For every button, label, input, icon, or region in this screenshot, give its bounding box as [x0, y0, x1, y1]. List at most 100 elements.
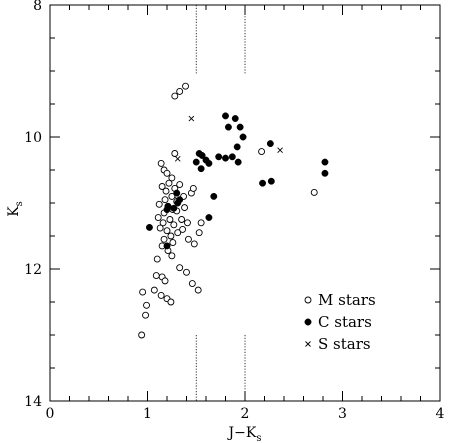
s-star-point [174, 155, 181, 162]
s-star-point [277, 147, 283, 154]
y-tick-label: 14 [24, 394, 42, 410]
c-star-point [321, 169, 329, 177]
m-star-point [156, 224, 164, 232]
m-star-point [157, 291, 165, 299]
m-star-point [194, 286, 202, 294]
m-star-point [174, 229, 182, 237]
m-star-point [195, 229, 203, 237]
m-star-point [168, 174, 176, 182]
m-star-point [181, 204, 189, 212]
m-star-point [155, 200, 163, 208]
m-star-point [167, 298, 175, 306]
c-star-point [174, 199, 182, 207]
y-tick-label: 12 [24, 262, 42, 278]
x-axis-title: J−Ks [227, 425, 262, 443]
c-star-point [197, 165, 205, 173]
c-star-point [198, 152, 206, 159]
series-c-stars [146, 112, 329, 250]
c-star-point [215, 153, 223, 161]
c-star-point [224, 123, 232, 131]
m-star-point [197, 219, 205, 227]
m-star-point [168, 252, 176, 260]
data-points [138, 82, 329, 339]
s-star-point [174, 196, 181, 203]
m-star-point [183, 268, 190, 276]
m-star-point [138, 331, 146, 339]
m-star-point [152, 272, 160, 280]
legend: M stars C stars S stars [304, 291, 376, 353]
axis-ticks [49, 4, 441, 402]
m-star-point [160, 235, 168, 243]
m-star-point [171, 150, 179, 157]
x-tick-label: 4 [436, 406, 445, 422]
c-star-point [321, 158, 329, 166]
c-star-point [231, 115, 239, 122]
c-star-point [266, 140, 274, 148]
y-tick-label: 10 [24, 130, 42, 146]
m-star-point [163, 169, 171, 177]
s-star-point [188, 115, 195, 122]
y-tick-label: 8 [33, 0, 42, 14]
m-star-point [143, 301, 150, 309]
c-star-point [267, 177, 275, 185]
x-tick-label: 3 [338, 406, 347, 422]
c-star-point [234, 158, 242, 166]
c-star-point [233, 143, 241, 151]
m-star-point [176, 181, 184, 188]
m-star-point [178, 216, 186, 223]
m-star-point [158, 183, 166, 190]
legend-label: C stars [318, 313, 372, 331]
m-star-point [142, 311, 150, 319]
m-star-point [165, 179, 173, 187]
x-tick-labels: 0 1 2 3 4 [46, 406, 445, 422]
y-axis-title: Ks [6, 201, 25, 217]
c-star-point [228, 153, 236, 161]
m-star-point [161, 277, 169, 285]
x-tick-label: 0 [46, 406, 55, 422]
m-star-point [163, 227, 171, 235]
legend-label: M stars [318, 291, 376, 309]
m-star-point [162, 187, 170, 195]
m-star-point [159, 219, 167, 227]
legend-marker [304, 318, 312, 326]
c-star-point [210, 192, 218, 200]
c-star-point [222, 112, 229, 120]
m-star-point [182, 82, 189, 90]
m-star-point [176, 264, 184, 272]
m-star-point [176, 88, 184, 95]
m-star-point [189, 185, 197, 192]
m-star-point [170, 221, 178, 229]
m-star-point [161, 196, 169, 204]
c-star-point [146, 223, 153, 231]
m-star-point [258, 148, 266, 155]
c-star-point [222, 154, 229, 162]
m-star-point [169, 239, 177, 247]
m-star-point [150, 286, 158, 294]
legend-label: S stars [318, 335, 371, 353]
c-star-point [170, 204, 178, 212]
m-star-point [139, 288, 147, 296]
m-star-point [154, 214, 162, 221]
m-star-point [190, 240, 198, 248]
series-s-stars [174, 115, 283, 203]
x-tick-label: 2 [241, 406, 250, 422]
m-star-point [171, 92, 179, 100]
c-star-point [236, 123, 244, 131]
c-star-point [163, 242, 171, 250]
m-star-point [179, 225, 187, 233]
c-star-point [239, 133, 247, 141]
m-star-point [188, 280, 196, 287]
m-star-point [166, 216, 174, 223]
reference-lines [195, 5, 246, 401]
m-star-point [168, 192, 176, 200]
c-star-point [259, 179, 266, 187]
c-star-point [205, 214, 213, 221]
m-star-point [167, 232, 175, 240]
m-star-point [184, 219, 191, 227]
legend-marker [304, 296, 312, 304]
c-star-point [205, 159, 213, 167]
m-star-point [184, 235, 192, 243]
c-star-point [173, 189, 181, 197]
m-star-point [153, 255, 161, 263]
